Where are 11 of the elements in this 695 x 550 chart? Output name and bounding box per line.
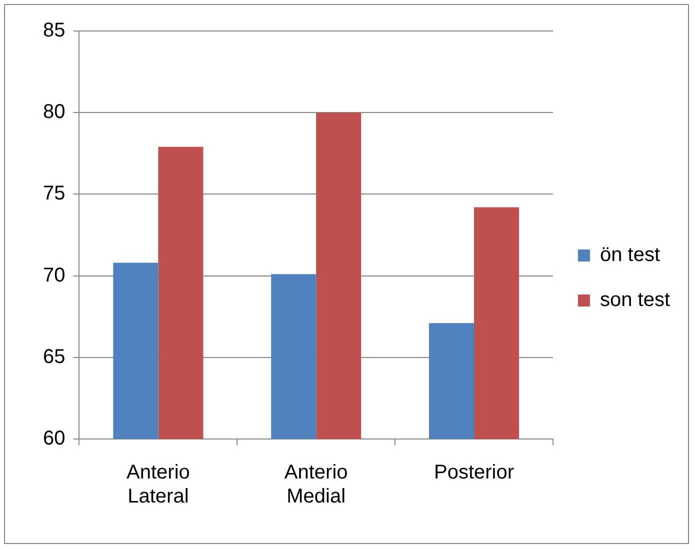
y-tick-label: 75 [42,182,66,205]
y-tick-label: 60 [42,428,66,450]
y-tick-label: 70 [42,264,66,286]
y-tick-label: 65 [42,346,66,368]
legend-label: son test [600,289,670,312]
x-tick-label: Anterio Medial [284,462,348,508]
y-tick-label: 85 [42,20,66,42]
x-tick-label: Posterior [434,462,514,484]
x-tick-label: Anterio Lateral [126,462,190,508]
y-tick-label: 80 [42,101,66,124]
legend-label: ön test [600,244,660,266]
